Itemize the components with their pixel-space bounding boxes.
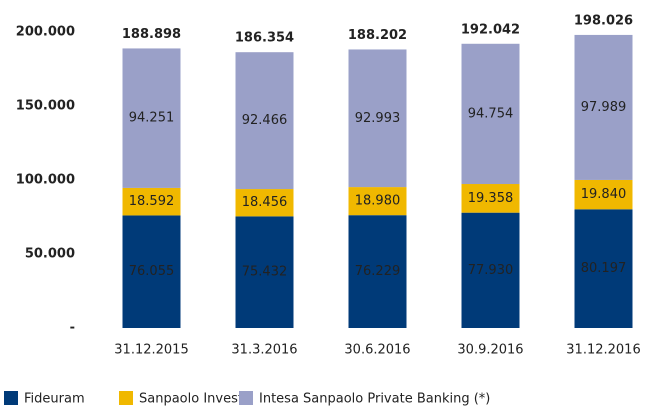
bar-segment [122,187,181,216]
value-label: 77.930 [468,263,514,278]
value-label: 76.229 [355,264,401,279]
x-tick-label: 31.12.2016 [566,343,640,358]
value-label: 19.358 [468,191,514,206]
value-label: 94.251 [129,111,175,126]
legend-swatch [119,391,133,405]
value-label: 18.980 [355,194,401,209]
bar-segment [574,34,633,180]
legend-swatch [239,391,253,405]
value-label: 18.592 [129,194,175,209]
bar-segment [348,49,407,188]
total-label: 192.042 [461,22,520,37]
value-label: 18.456 [242,195,288,210]
legend-label: Fideuram [24,392,85,407]
value-label: 92.993 [355,111,401,126]
value-label: 19.840 [581,187,627,202]
x-tick-label: 31.12.2015 [114,343,188,358]
bar-segment [122,215,181,328]
y-tick-label: 150.000 [16,99,75,114]
bar-segment [122,48,181,188]
total-label: 186.354 [235,31,294,46]
x-tick-label: 31.3.2016 [231,343,297,358]
bar-segment [574,179,633,210]
bar-segment [461,212,520,328]
bar-segment [235,189,294,217]
bar-segment [574,209,633,328]
legend-swatch [4,391,18,405]
bar-segment [235,216,294,328]
value-label: 76.055 [129,264,175,279]
value-label: 92.466 [242,113,288,128]
bar-segment [461,43,520,185]
value-label: 94.754 [468,106,514,121]
value-label: 80.197 [581,261,627,276]
x-tick-label: 30.9.2016 [457,343,523,358]
total-label: 198.026 [574,13,633,28]
bar-segment [235,52,294,190]
bar-segment [461,184,520,213]
bar-segment [348,187,407,216]
total-label: 188.202 [348,28,407,43]
bar-segment [348,215,407,328]
total-label: 188.898 [122,27,181,42]
legend-label: Intesa Sanpaolo Private Banking (*) [259,392,490,407]
y-tick-label: 200.000 [16,25,75,40]
y-tick-label: - [70,321,75,336]
value-label: 75.432 [242,265,288,280]
legend-label: Sanpaolo Invest [139,392,243,407]
y-tick-label: 100.000 [16,173,75,188]
value-label: 97.989 [581,100,627,115]
y-tick-label: 50.000 [25,247,75,262]
x-tick-label: 30.6.2016 [344,343,410,358]
